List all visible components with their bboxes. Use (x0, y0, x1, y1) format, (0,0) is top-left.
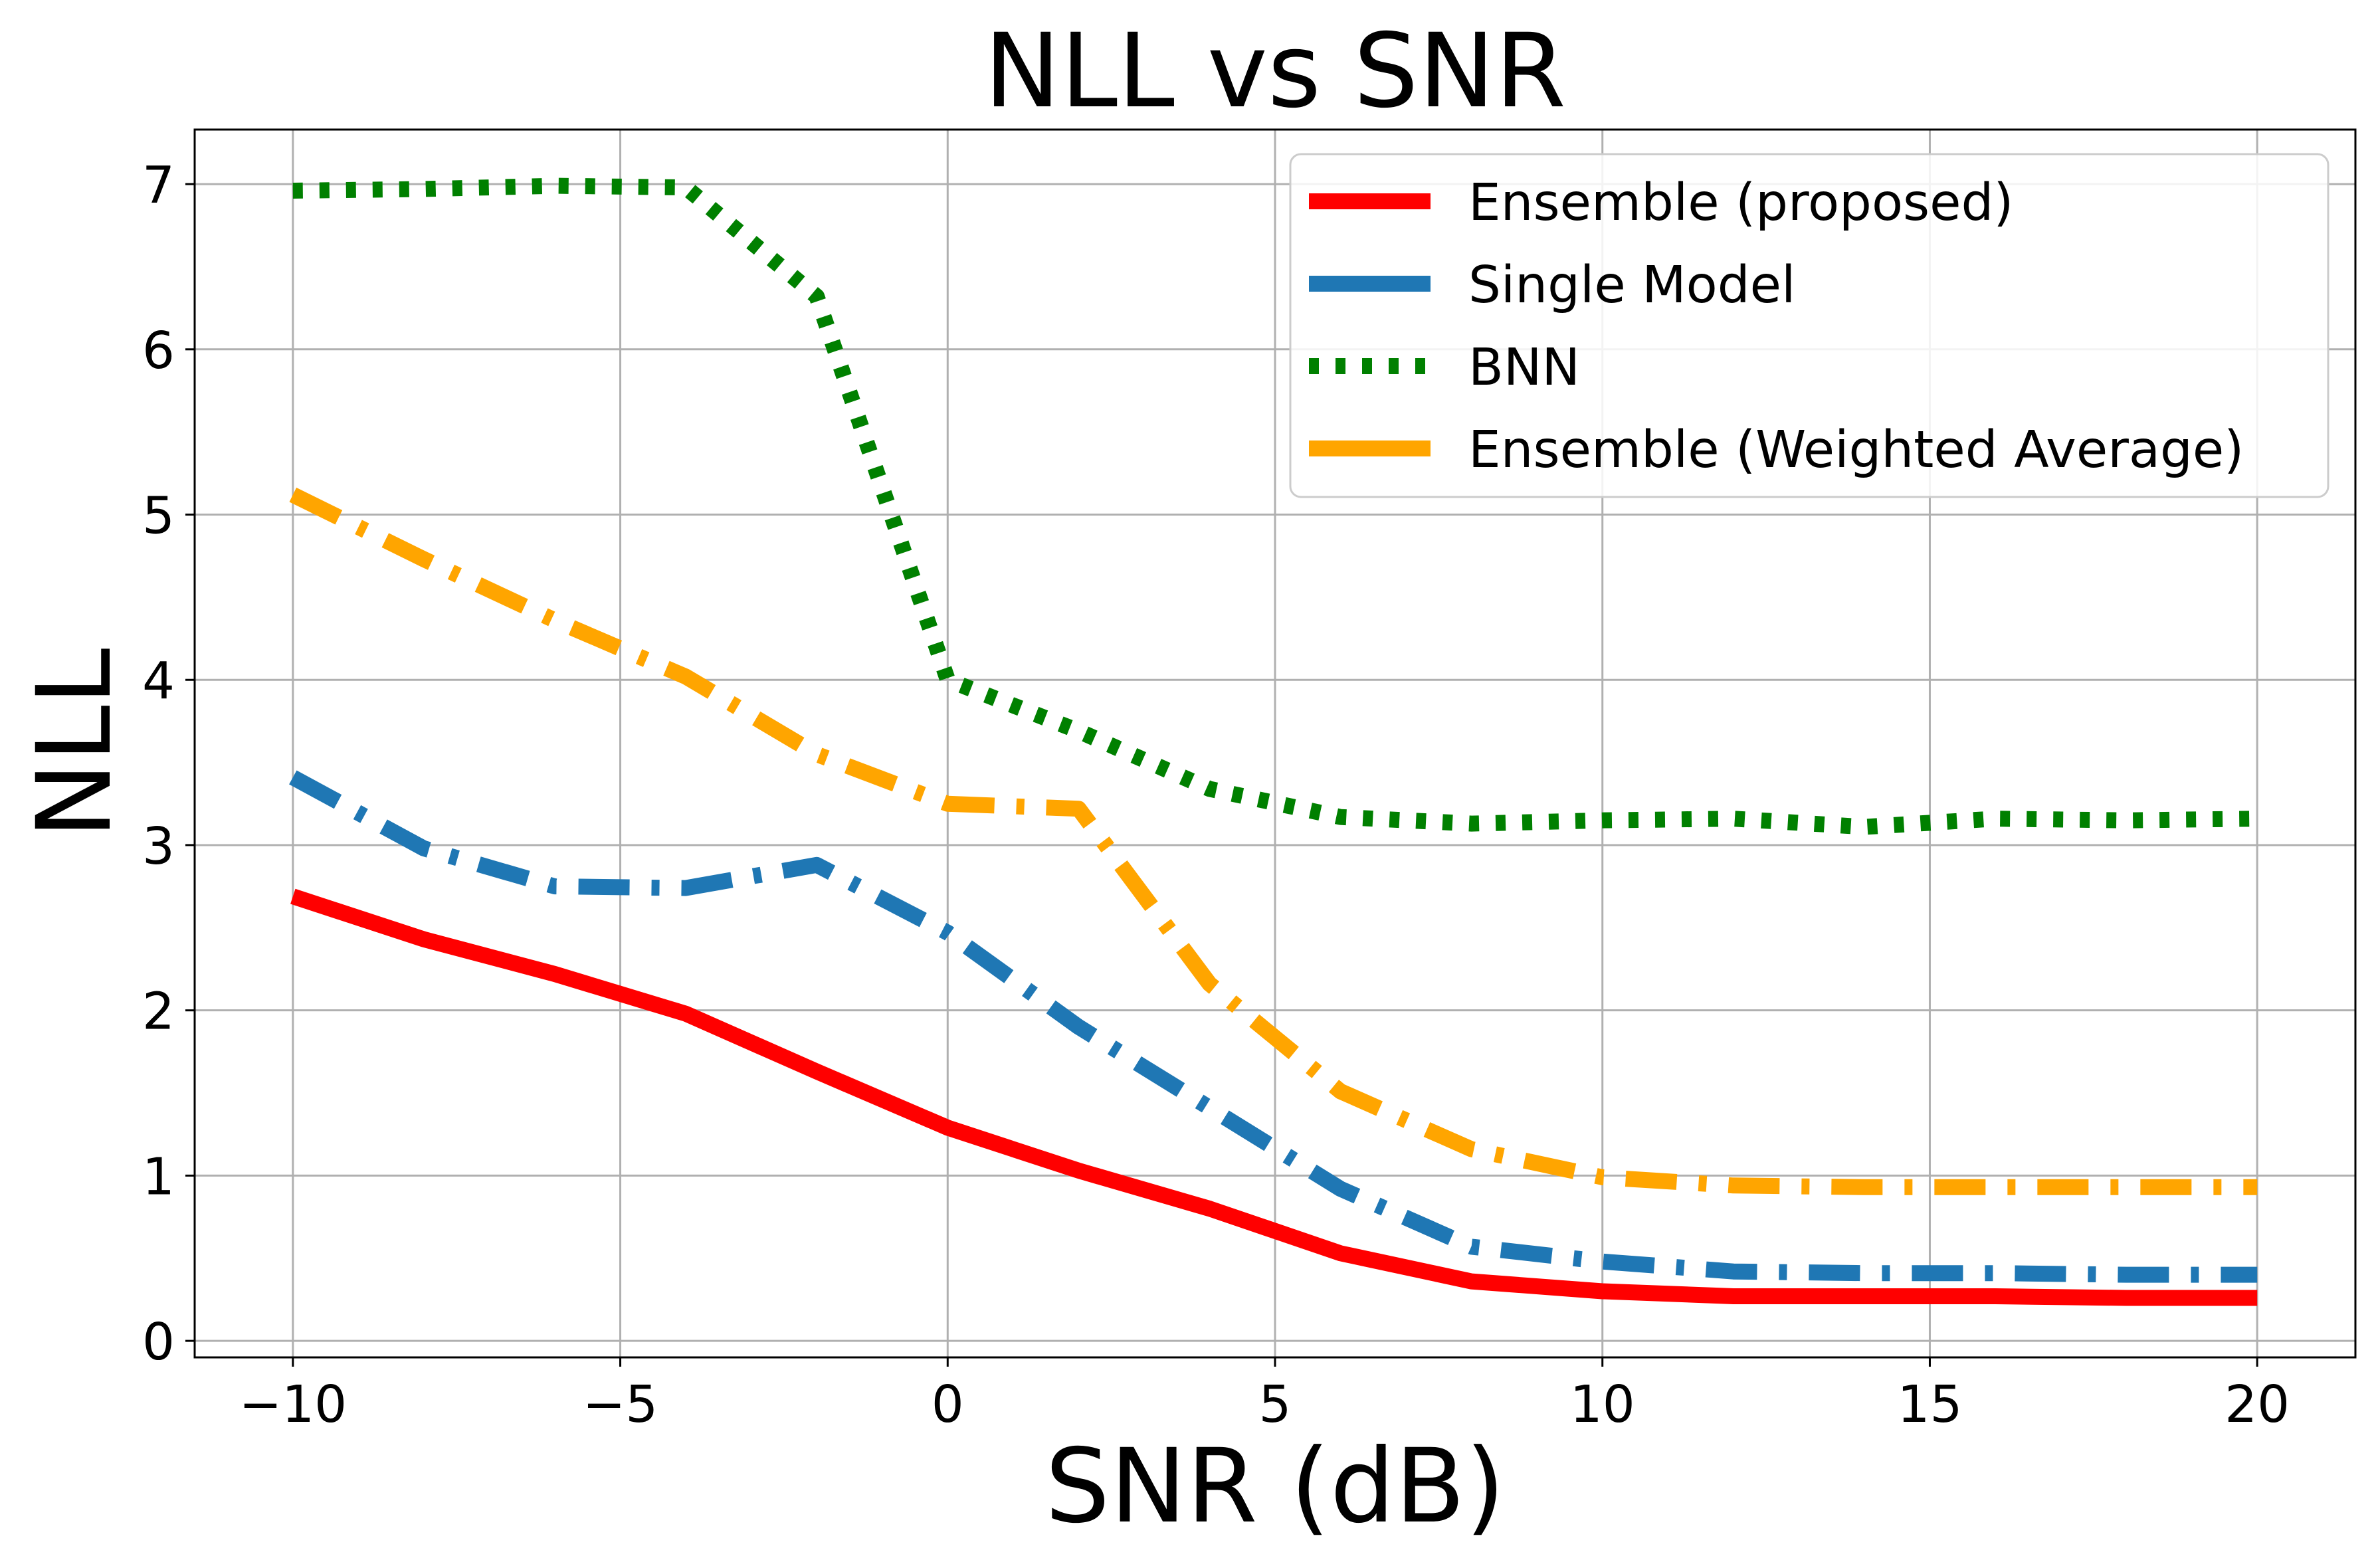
x-tick-label: 15 (1897, 1375, 1962, 1434)
x-tick-label: −5 (583, 1375, 658, 1434)
y-tick-label: 7 (142, 156, 175, 215)
series-line-3 (289, 487, 2258, 1195)
y-axis-label: NLL (15, 648, 134, 839)
series-line-1 (289, 770, 2258, 1283)
y-tick-label: 2 (142, 983, 175, 1042)
legend-label-1: Single Model (1468, 256, 1795, 315)
y-tick-label: 3 (142, 817, 175, 876)
x-tick-label: 0 (932, 1375, 964, 1434)
x-tick-label: −10 (239, 1375, 347, 1434)
y-tick-label: 4 (142, 652, 175, 711)
y-tick-label: 6 (142, 322, 175, 381)
series-line-0 (290, 888, 2258, 1306)
legend-label-2: BNN (1468, 338, 1580, 397)
series-lines (289, 177, 2258, 1306)
y-tick-label: 1 (142, 1147, 175, 1207)
x-axis-label: SNR (dB) (1045, 1427, 1505, 1546)
y-axis-ticks: 0 1 2 3 4 5 6 7 (142, 156, 195, 1372)
legend: Ensemble (proposed) Single Model BNN Ensemb… (1289, 153, 2329, 498)
x-tick-label: 5 (1259, 1375, 1292, 1434)
x-tick-label: 20 (2225, 1375, 2290, 1434)
x-tick-label: 10 (1570, 1375, 1635, 1434)
series-line-2 (292, 177, 2258, 835)
y-tick-label: 0 (142, 1313, 175, 1372)
chart-title: NLL vs SNR (984, 12, 1566, 131)
legend-box (1289, 153, 2329, 498)
y-tick-label: 5 (142, 487, 175, 546)
legend-label-0: Ensemble (proposed) (1468, 173, 2013, 233)
grid-lines (195, 130, 2355, 1357)
x-axis-ticks: −10 −5 0 5 10 15 20 (239, 1357, 2290, 1434)
legend-label-3: Ensemble (Weighted Average) (1468, 421, 2244, 480)
